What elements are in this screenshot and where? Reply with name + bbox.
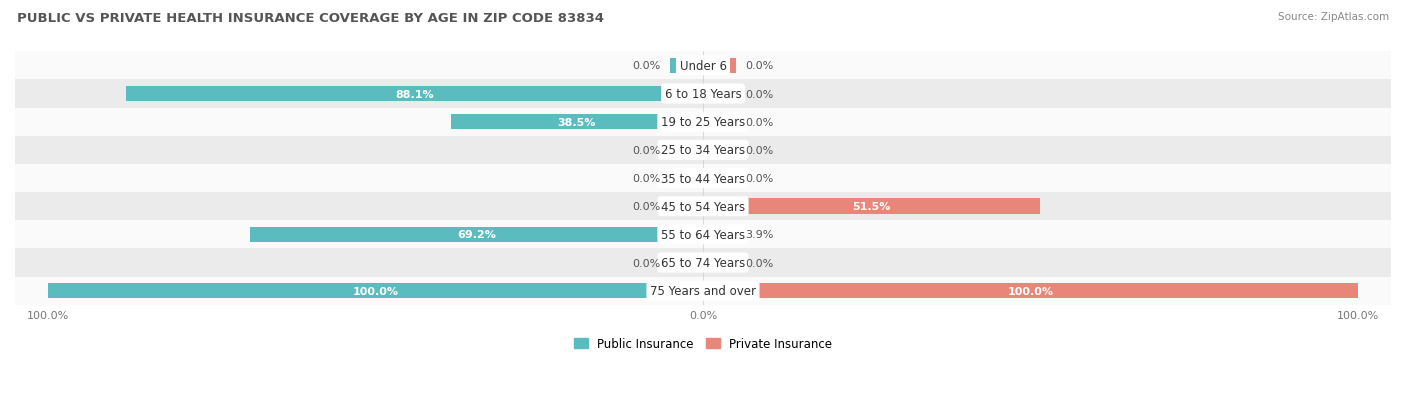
Bar <box>671 199 703 214</box>
Text: 0.0%: 0.0% <box>633 61 661 71</box>
Legend: Public Insurance, Private Insurance: Public Insurance, Private Insurance <box>569 332 837 355</box>
Text: 0.0%: 0.0% <box>633 202 661 212</box>
Bar <box>15 277 1391 305</box>
Bar <box>15 192 1391 221</box>
Bar <box>703 255 735 271</box>
Bar <box>15 136 1391 164</box>
Bar <box>671 143 703 158</box>
Bar <box>48 283 703 299</box>
Text: 0.0%: 0.0% <box>745 173 773 184</box>
Text: 0.0%: 0.0% <box>745 117 773 127</box>
Text: 0.0%: 0.0% <box>633 173 661 184</box>
Bar <box>703 143 735 158</box>
Text: 75 Years and over: 75 Years and over <box>650 285 756 297</box>
Bar <box>703 59 735 74</box>
Text: 88.1%: 88.1% <box>395 89 433 99</box>
Text: Source: ZipAtlas.com: Source: ZipAtlas.com <box>1278 12 1389 22</box>
Bar <box>15 164 1391 192</box>
Text: 51.5%: 51.5% <box>852 202 891 212</box>
Bar <box>125 87 703 102</box>
Text: 0.0%: 0.0% <box>633 258 661 268</box>
Bar <box>703 199 1040 214</box>
Bar <box>703 115 735 130</box>
Text: 100.0%: 100.0% <box>1008 286 1053 296</box>
Text: PUBLIC VS PRIVATE HEALTH INSURANCE COVERAGE BY AGE IN ZIP CODE 83834: PUBLIC VS PRIVATE HEALTH INSURANCE COVER… <box>17 12 603 25</box>
Bar <box>15 221 1391 249</box>
Text: Under 6: Under 6 <box>679 60 727 73</box>
Text: 65 to 74 Years: 65 to 74 Years <box>661 256 745 269</box>
Text: 19 to 25 Years: 19 to 25 Years <box>661 116 745 129</box>
Bar <box>15 108 1391 136</box>
Text: 45 to 54 Years: 45 to 54 Years <box>661 200 745 213</box>
Text: 55 to 64 Years: 55 to 64 Years <box>661 228 745 241</box>
Text: 25 to 34 Years: 25 to 34 Years <box>661 144 745 157</box>
Bar <box>250 227 703 242</box>
Bar <box>703 227 728 242</box>
Text: 100.0%: 100.0% <box>353 286 398 296</box>
Text: 38.5%: 38.5% <box>558 117 596 127</box>
Bar <box>671 171 703 186</box>
Bar <box>15 80 1391 108</box>
Text: 0.0%: 0.0% <box>745 89 773 99</box>
Text: 0.0%: 0.0% <box>745 145 773 155</box>
Bar <box>703 283 1358 299</box>
Text: 3.9%: 3.9% <box>745 230 773 240</box>
Text: 6 to 18 Years: 6 to 18 Years <box>665 88 741 101</box>
Text: 0.0%: 0.0% <box>633 145 661 155</box>
Bar <box>15 249 1391 277</box>
Bar <box>703 171 735 186</box>
Bar <box>671 255 703 271</box>
Bar <box>703 87 735 102</box>
Bar <box>15 52 1391 80</box>
Bar <box>451 115 703 130</box>
Text: 0.0%: 0.0% <box>745 61 773 71</box>
Bar <box>671 59 703 74</box>
Text: 35 to 44 Years: 35 to 44 Years <box>661 172 745 185</box>
Text: 0.0%: 0.0% <box>745 258 773 268</box>
Text: 69.2%: 69.2% <box>457 230 496 240</box>
